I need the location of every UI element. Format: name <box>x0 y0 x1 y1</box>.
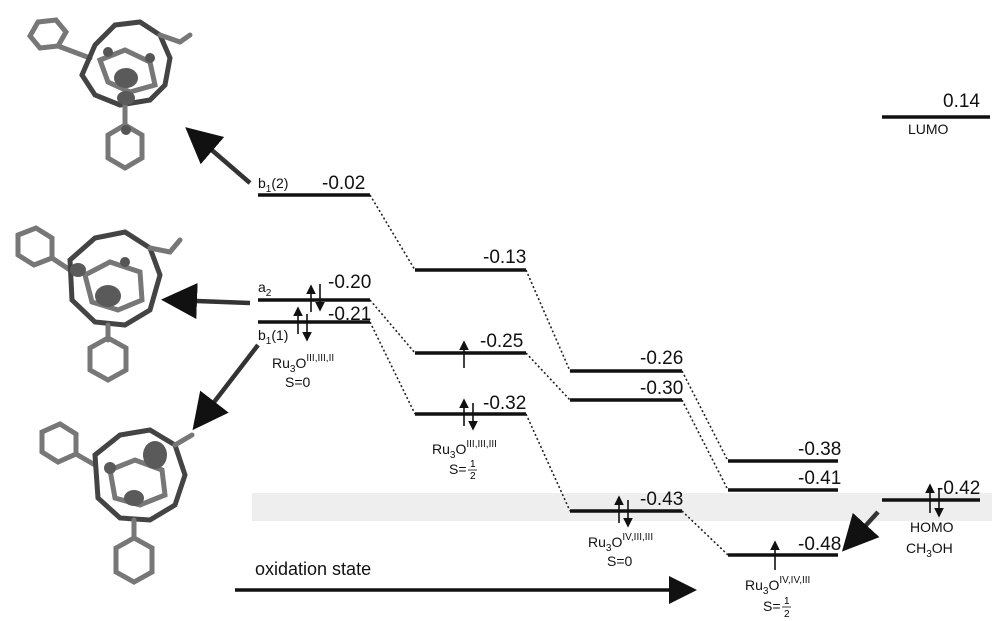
molecule-bottom-image <box>39 421 195 585</box>
svg-text:1: 1 <box>470 459 476 470</box>
svg-text:S=: S= <box>763 598 781 614</box>
value-c2-bot: -0.32 <box>483 393 526 414</box>
value-c2-mid: -0.25 <box>480 331 523 352</box>
value-b1-2: -0.02 <box>322 173 365 194</box>
value-a2: -0.20 <box>328 272 371 293</box>
molecule-top-image <box>26 17 193 171</box>
orbital-label-b1-2: b1(2) <box>258 175 288 195</box>
molecule-middle-image <box>15 225 183 383</box>
arrow-to-top-molecule <box>185 127 252 185</box>
electron-pair-c2-bot <box>459 398 478 431</box>
arrow-to-bottom-molecule <box>192 343 260 431</box>
state-label-2: Ru3OIII,III,III <box>432 439 497 461</box>
methanol-label: CH3OH <box>906 540 953 560</box>
svg-text:2: 2 <box>784 609 790 620</box>
value-c4-top: -0.38 <box>798 439 841 460</box>
orbital-label-b1-1: b1(1) <box>258 327 288 347</box>
electron-pair-b1-1 <box>293 306 312 342</box>
value-homo: -0.42 <box>937 478 980 499</box>
spin-label-3: S=0 <box>607 553 633 569</box>
electron-pair-a2 <box>306 284 325 312</box>
svg-text:1: 1 <box>784 596 790 607</box>
electron-pair-c3-bot <box>614 495 633 528</box>
value-c4-bot: -0.48 <box>798 534 841 555</box>
highlight-band <box>252 493 992 521</box>
value-c4-mid: -0.41 <box>798 468 841 489</box>
state-label-4: Ru3OIV,IV,III <box>745 575 810 597</box>
oxidation-axis-label: oxidation state <box>255 559 371 579</box>
electron-pair-homo <box>925 483 944 518</box>
value-b1-1: -0.21 <box>328 304 371 325</box>
value-c3-mid: -0.30 <box>640 378 683 399</box>
homo-label: HOMO <box>910 519 954 535</box>
value-c2-top: -0.13 <box>483 247 526 268</box>
correlation-lines <box>369 194 729 556</box>
orbital-label-a2: a2 <box>258 279 272 299</box>
arrow-homo-to-ru <box>841 510 880 552</box>
value-c3-top: -0.26 <box>640 348 683 369</box>
arrow-to-middle-molecule <box>161 283 251 319</box>
svg-text:2: 2 <box>470 471 476 482</box>
value-c3-bot: -0.43 <box>640 489 683 510</box>
lumo-label: LUMO <box>908 121 949 137</box>
spin-label-4: S= 1 2 <box>763 596 791 620</box>
value-lumo: 0.14 <box>943 91 980 112</box>
state-label-1: Ru3OIII,III,II <box>272 353 334 375</box>
state-label-3: Ru3OIV,III,III <box>588 532 653 554</box>
spin-label-1: S=0 <box>285 374 311 390</box>
svg-text:S=: S= <box>449 461 467 477</box>
spin-label-2: S= 1 2 <box>449 459 477 482</box>
